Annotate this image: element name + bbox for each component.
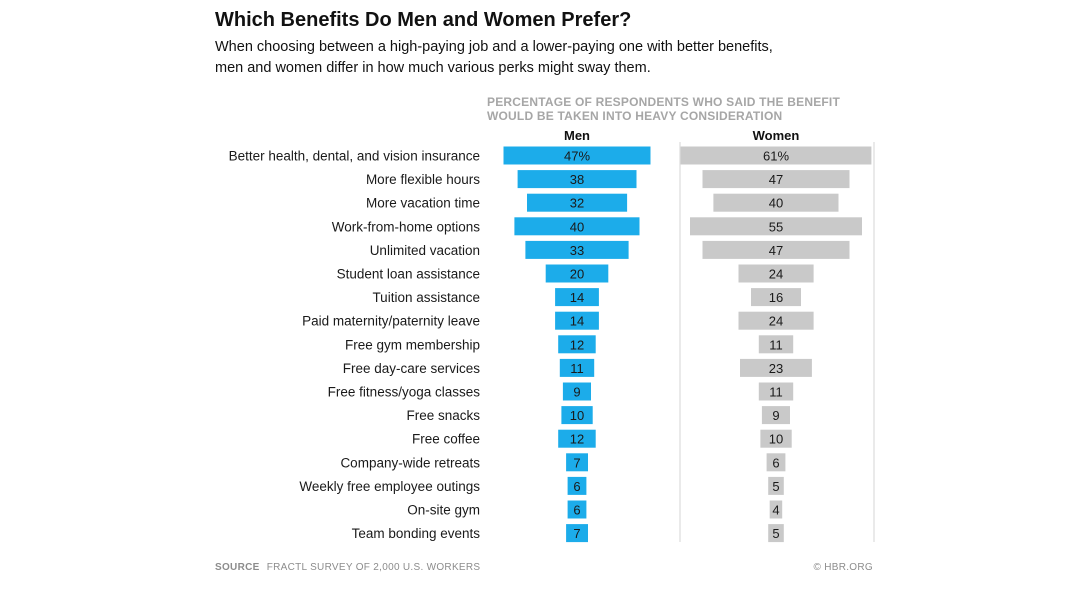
measure-note-line-1: PERCENTAGE OF RESPONDENTS WHO SAID THE B… [487,95,840,109]
category-label: Free day-care services [343,361,481,376]
women-value-label: 9 [772,408,779,423]
measure-note-line-2: WOULD BE TAKEN INTO HEAVY CONSIDERATION [487,109,783,123]
men-column-header: Men [564,128,590,143]
men-bar [559,358,595,377]
men-bar [558,335,596,354]
women-bar [740,358,812,377]
men-value-label: 7 [573,526,580,541]
chart-title: Which Benefits Do Men and Women Prefer? [215,9,632,31]
category-label: Work-from-home options [332,219,481,234]
women-bar [702,170,850,189]
women-value-label: 47 [769,243,783,258]
category-label: Free fitness/yoga classes [328,385,481,400]
women-value-label: 61% [763,149,789,164]
men-value-label: 40 [570,219,584,234]
men-value-label: 12 [570,432,584,447]
category-label: Team bonding events [352,526,481,541]
category-label: Better health, dental, and vision insura… [229,149,480,164]
men-value-label: 14 [570,290,584,305]
men-bar [527,193,628,212]
measure-note: PERCENTAGE OF RESPONDENTS WHO SAID THE B… [487,95,907,123]
men-value-label: 7 [573,455,580,470]
women-value-label: 11 [769,337,783,352]
category-label: Free snacks [406,408,480,423]
source-label: SOURCE [215,562,260,573]
men-value-label: 14 [570,314,584,329]
women-bar [766,453,786,472]
men-bar [514,217,640,236]
women-bar [769,500,783,519]
women-value-label: 16 [769,290,783,305]
men-value-label: 20 [570,267,584,282]
category-label: Company-wide retreats [340,455,480,470]
men-bar [555,311,599,330]
women-value-label: 6 [772,455,779,470]
women-value-label: 55 [769,219,783,234]
women-bar [738,264,814,283]
women-bar [758,382,794,401]
category-label: Paid maternity/paternity leave [302,314,480,329]
women-value-label: 23 [769,361,783,376]
men-value-label: 47% [564,149,590,164]
category-label: Tuition assistance [372,290,480,305]
women-value-label: 10 [769,432,783,447]
women-bar [768,524,784,543]
subtitle-line-1: When choosing between a high-paying job … [215,39,773,55]
men-bar [567,500,587,519]
women-value-label: 5 [772,479,779,494]
men-value-label: 10 [570,408,584,423]
men-value-label: 38 [570,172,584,187]
women-bar [702,240,850,259]
women-bar [751,288,801,307]
category-label: Unlimited vacation [370,243,480,258]
credit-text: © HBR.ORG [813,562,873,573]
men-value-label: 9 [573,385,580,400]
men-bar [555,288,599,307]
men-value-label: 6 [573,479,580,494]
category-label: On-site gym [407,503,480,518]
source-text: FRACTL SURVEY OF 2,000 U.S. WORKERS [266,562,481,573]
category-label: Free coffee [412,432,480,447]
men-value-label: 11 [570,361,584,376]
women-bar [713,193,839,212]
women-bar [690,217,862,236]
men-value-label: 12 [570,337,584,352]
men-bar [517,170,637,189]
men-bar [566,453,588,472]
men-value-label: 6 [573,503,580,518]
women-value-label: 11 [769,385,783,400]
women-bar [758,335,794,354]
women-value-label: 40 [769,196,783,211]
women-value-label: 47 [769,172,783,187]
men-value-label: 32 [570,196,584,211]
women-value-label: 5 [772,526,779,541]
women-column-header: Women [752,128,800,143]
men-bar [525,240,629,259]
women-bar [761,406,790,425]
men-bar [545,264,609,283]
men-bar [566,524,588,543]
men-bar [562,382,591,401]
category-label: More flexible hours [366,172,480,187]
men-bar [558,429,596,448]
men-bar [503,146,651,165]
men-bar [567,476,587,495]
chart-subtitle: When choosing between a high-paying job … [215,37,815,79]
men-value-label: 33 [570,243,584,258]
source-note: SOURCE FRACTL SURVEY OF 2,000 U.S. WORKE… [215,562,480,573]
women-bar [680,146,872,165]
subtitle-line-2: men and women differ in how much various… [215,60,651,76]
women-bar [768,476,784,495]
women-bar [760,429,792,448]
women-value-label: 24 [769,267,783,282]
men-bar [561,406,593,425]
category-label: Student loan assistance [337,267,480,282]
category-label: Weekly free employee outings [299,479,480,494]
women-value-label: 24 [769,314,783,329]
category-label: More vacation time [366,196,480,211]
category-label: Free gym membership [345,337,480,352]
women-value-label: 4 [772,503,779,518]
women-bar [738,311,814,330]
